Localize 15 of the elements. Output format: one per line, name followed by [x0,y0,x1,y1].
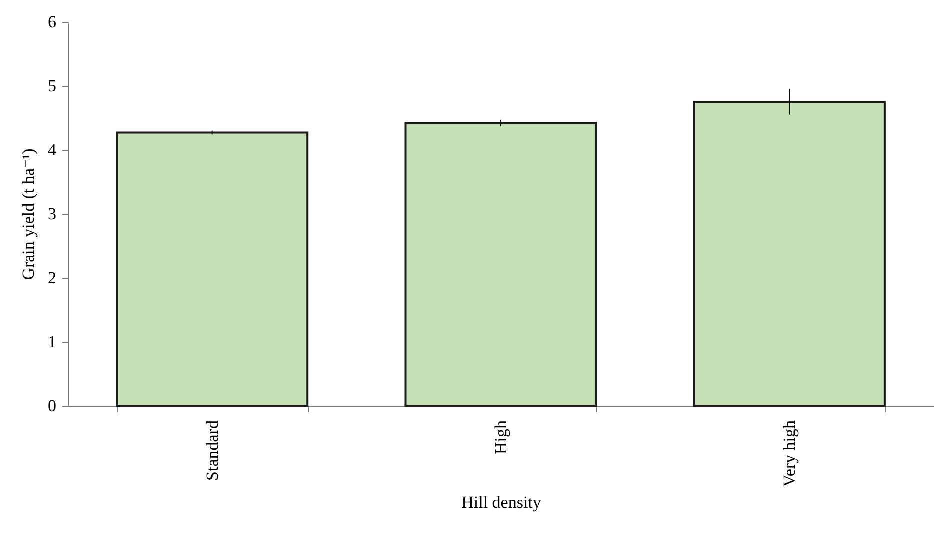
bar [404,122,598,407]
bar [116,132,309,407]
y-axis-title: Grain yield (t ha⁻¹) [19,148,38,280]
y-tick-label: 1 [48,332,56,352]
x-tick-label: Standard [202,420,222,481]
x-tick-label: High [492,420,510,454]
y-tick-label: 3 [48,204,56,224]
y-tick-label: 4 [48,140,57,160]
y-tick-label: 6 [48,12,56,32]
y-tick-label: 0 [48,396,56,416]
x-tick-label: Very high [780,420,800,488]
x-axis-title: Hill density [462,493,542,512]
y-tick-label: 5 [48,76,56,96]
y-tick-label: 2 [48,268,56,288]
bar [693,101,886,407]
